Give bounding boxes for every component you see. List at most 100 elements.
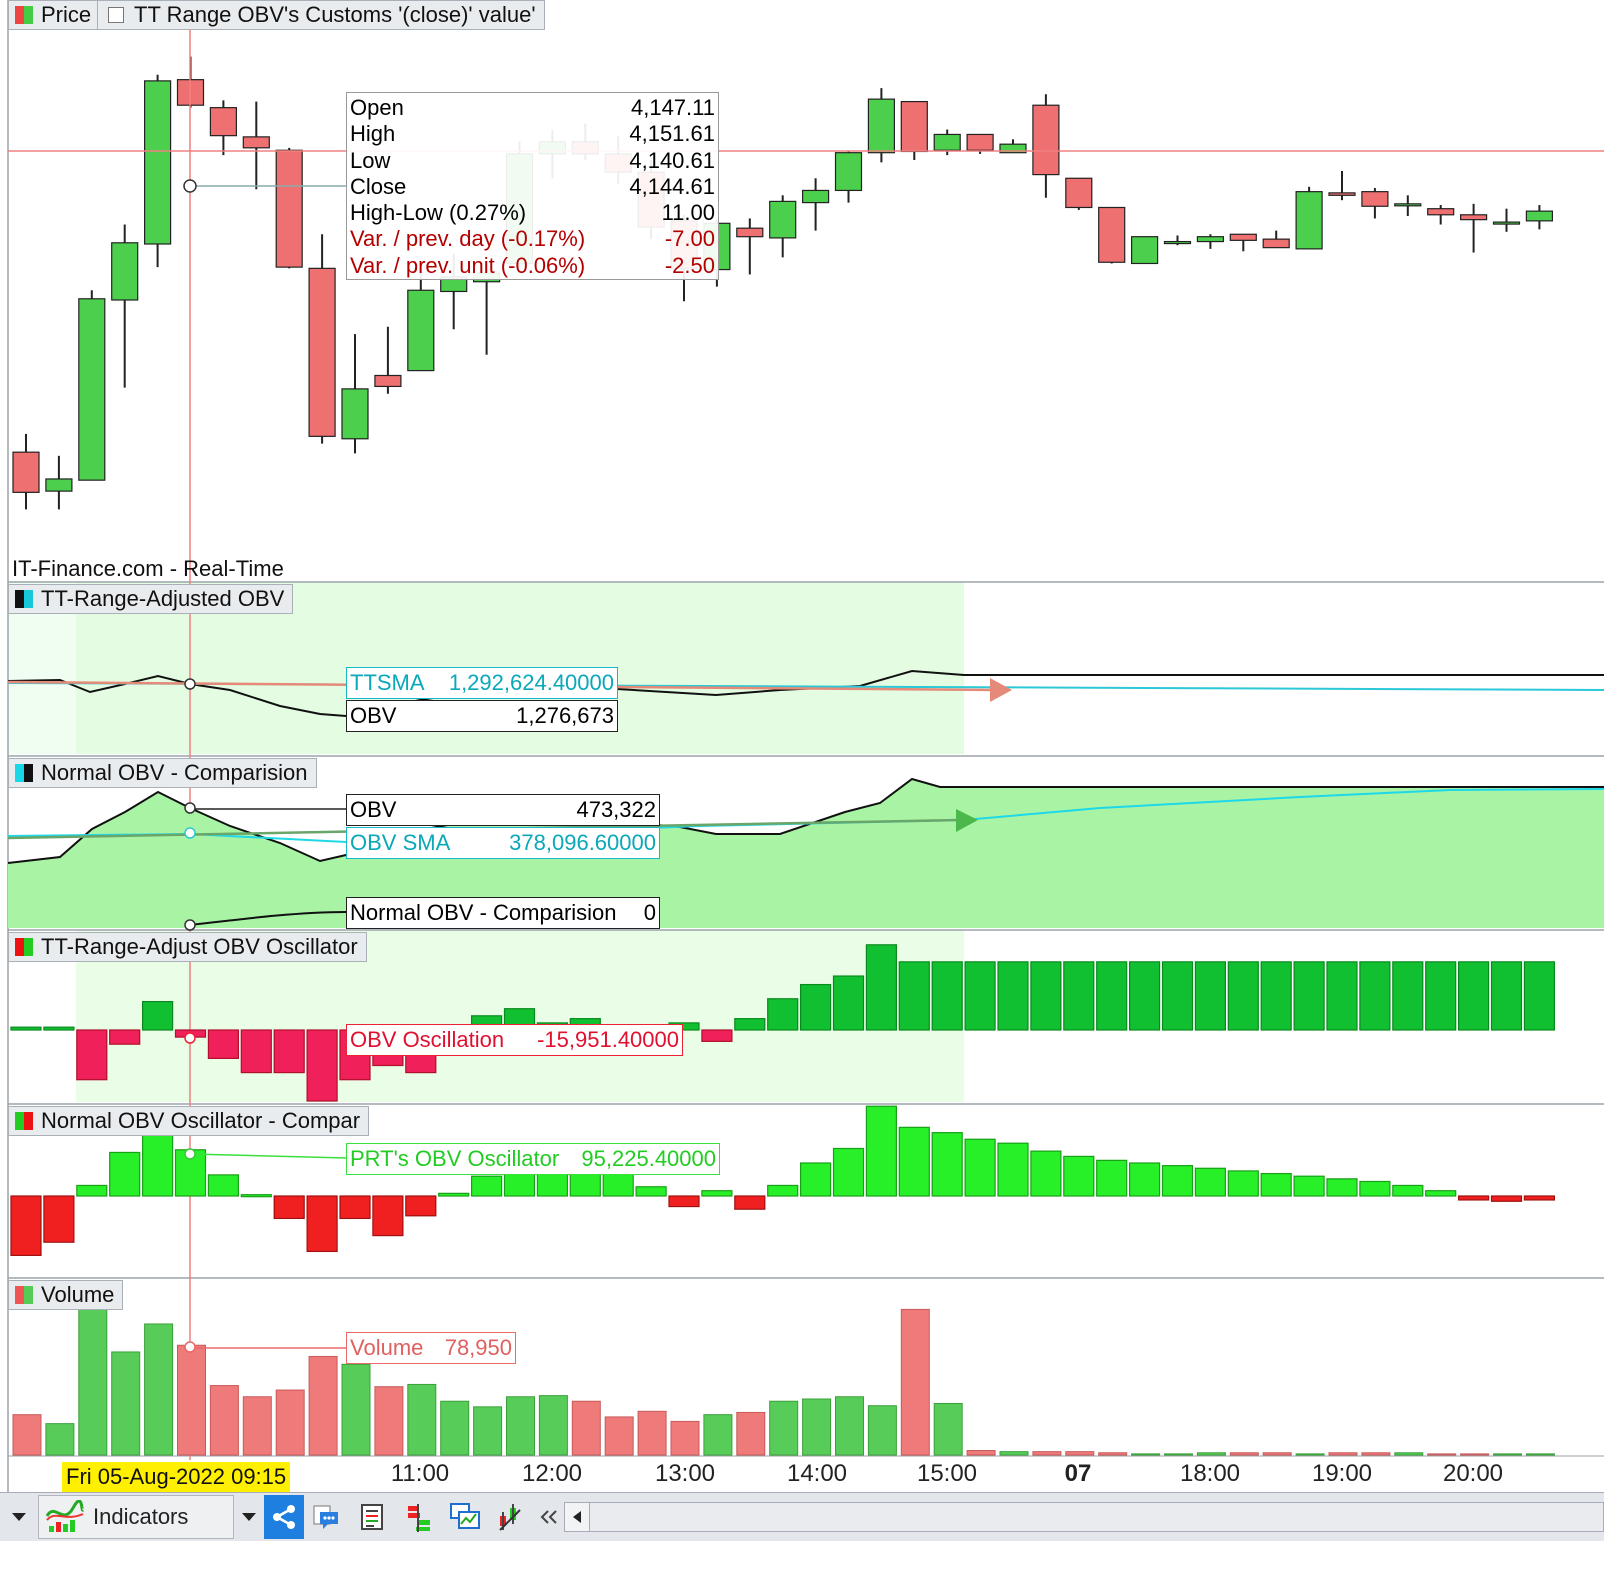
normal-oscillator-bar [767, 1184, 799, 1197]
normal-oscillator-tab[interactable]: Normal OBV Oscillator - Compar [8, 1106, 370, 1136]
indicators-label: Indicators [93, 1504, 189, 1529]
obv-oscillation-value-box: OBV Oscillation -15,951.40000 [346, 1024, 683, 1056]
tt-oscillator-bar [76, 1029, 108, 1081]
normal-oscillator-bar [1227, 1170, 1259, 1197]
tt-oscillator-bar [1523, 961, 1556, 1031]
volume-value-box: Volume 78,950 [346, 1332, 516, 1364]
order-book-button[interactable] [396, 1495, 442, 1539]
multi-window-icon [450, 1503, 480, 1529]
volume-value-label: Volume [350, 1335, 424, 1360]
volume-tab[interactable]: Volume [8, 1280, 124, 1310]
candle-body [308, 267, 336, 437]
custom-series-tab[interactable]: TT Range OBV's Customs '(close)' value' [97, 0, 545, 30]
tooltip-row-value: -7.00 [664, 226, 715, 252]
volume-bar [1361, 1452, 1391, 1456]
volume-bar [966, 1450, 996, 1456]
candle-body [1492, 221, 1521, 225]
tt-range-obv-tab[interactable]: TT-Range-Adjusted OBV [8, 584, 294, 614]
orders-list-button[interactable] [350, 1495, 396, 1539]
tt-oscillator-bar [1326, 961, 1358, 1031]
tt-oscillator-bar [207, 1029, 239, 1059]
multi-chart-button[interactable] [442, 1495, 488, 1539]
volume-bar [604, 1416, 634, 1456]
share-button[interactable] [264, 1495, 304, 1539]
volume-bar [1098, 1452, 1128, 1456]
tt-oscillator-bar [1457, 961, 1490, 1031]
candle-body [1262, 238, 1290, 249]
candle-body [736, 227, 764, 238]
volume-bar [802, 1398, 832, 1456]
normal-obv-zero-box: Normal OBV - Comparision 0 [346, 897, 660, 929]
toolbar-menu-dropdown[interactable] [0, 1495, 38, 1539]
scroll-left-button[interactable] [564, 1502, 590, 1532]
tt-oscillator-bar [734, 1018, 766, 1031]
normal-oscillator-bar [1457, 1195, 1490, 1201]
volume-bar [209, 1385, 239, 1456]
tooltip-row-value: 4,147.11 [630, 95, 715, 120]
tt-oscillator-bar [1359, 961, 1391, 1031]
normal-oscillator-bar [207, 1174, 239, 1197]
tooltip-row-value: 4,151.61 [629, 121, 715, 147]
tt-obv-value-box: OBV 1,276,673 [346, 700, 618, 732]
tt-oscillator-bar [1425, 961, 1457, 1031]
obv-sma-label: OBV SMA [350, 830, 451, 855]
tt-oscillator-bar [1128, 961, 1161, 1031]
ttsma-value: 1,292,624.40000 [448, 670, 614, 695]
bottom-toolbar: Indicators [0, 1492, 1604, 1541]
candle-body [275, 149, 303, 268]
custom-series-checkbox[interactable] [108, 7, 124, 23]
volume-bar [341, 1363, 371, 1456]
candle-body [1394, 203, 1422, 207]
volume-bar [78, 1308, 108, 1456]
volume-bar [1164, 1453, 1193, 1456]
volume-value: 78,950 [444, 1335, 512, 1360]
normal-oscillator-bar [865, 1105, 898, 1197]
normal-trend-arrow-head [956, 809, 978, 832]
time-tick-label: 11:00 [390, 1460, 450, 1487]
normal-oscillator-bar [1063, 1155, 1095, 1197]
normal-obv-tab[interactable]: Normal OBV - Comparision [8, 758, 317, 788]
tooltip-row-label: High-Low (0.27%) [350, 200, 527, 226]
candle-body [1130, 236, 1159, 265]
collapse-toolbar-button[interactable] [534, 1495, 564, 1539]
normal-obv-area [8, 779, 1604, 928]
candle-body [1328, 192, 1356, 196]
normal-oscillator-bar [1326, 1178, 1358, 1197]
trading-tools-button[interactable] [488, 1495, 534, 1539]
candle-body [933, 133, 961, 151]
volume-bar [999, 1451, 1029, 1456]
trading-tools-icon [499, 1504, 521, 1531]
volume-bar [1427, 1453, 1457, 1456]
comments-button[interactable] [304, 1495, 350, 1539]
normal-obv-cursor-point [184, 802, 196, 814]
indicators-button[interactable]: Indicators [38, 1495, 234, 1539]
candle-body [144, 80, 172, 245]
tt-oscillator-bar [832, 975, 865, 1031]
volume-bar [275, 1389, 305, 1456]
tt-oscillator-tab[interactable]: TT-Range-Adjust OBV Oscillator [8, 932, 367, 962]
tt-oscillator-bar [142, 1000, 174, 1031]
tt-oscillator-bar [1392, 961, 1424, 1031]
indicators-dropdown[interactable] [234, 1495, 264, 1539]
tooltip-row: Low 4,140.61 [350, 148, 715, 174]
time-tick-label: 14:00 [786, 1460, 848, 1487]
horizontal-scrollbar[interactable] [590, 1502, 1604, 1532]
normal-oscillator-bar [734, 1195, 766, 1210]
tt-oscillator-bar [1030, 961, 1062, 1031]
normal-oscillator-bar [1523, 1195, 1556, 1201]
tt-oscillator-bar [10, 1026, 42, 1031]
tt-oscillator-bar [273, 1029, 305, 1074]
volume-bar [473, 1406, 503, 1456]
price-panel-tab[interactable]: Price [8, 0, 101, 30]
candle-body [801, 189, 830, 204]
tt-oscillator-bar [865, 944, 898, 1031]
normal-oscillator-bar [964, 1138, 996, 1197]
tooltip-row-label: Var. / prev. day (-0.17%) [350, 226, 586, 252]
normal-oscillator-icon [15, 1112, 33, 1130]
normal-oscillator-bar [701, 1190, 733, 1197]
volume-bar [111, 1351, 141, 1456]
candle-body [1163, 240, 1192, 245]
normal-oscillator-bar [339, 1195, 371, 1220]
volume-bar [867, 1405, 897, 1456]
